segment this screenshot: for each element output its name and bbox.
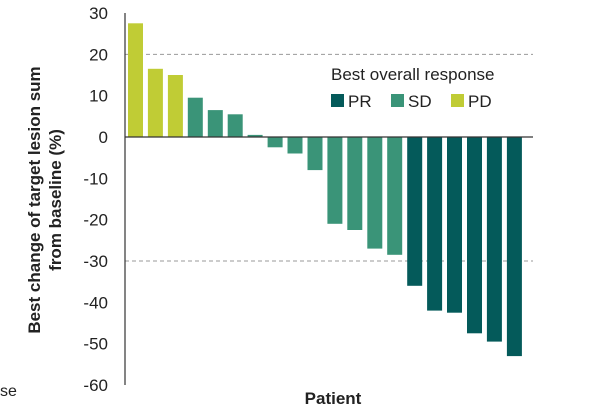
bar-patient-19 <box>486 137 502 342</box>
grid-lines <box>125 53 533 262</box>
y-tick-label: -50 <box>83 335 108 354</box>
bar-patient-18 <box>467 137 482 334</box>
legend-swatch-pd <box>451 94 464 107</box>
y-axis-title-line-1: Best change of target lesion sum <box>25 66 44 333</box>
y-tick-label: -10 <box>83 169 108 188</box>
legend-label-pd: PD <box>468 92 492 111</box>
legend-swatch-pr <box>331 94 344 107</box>
bar-patient-4 <box>187 97 203 137</box>
legend-title: Best overall response <box>331 65 494 84</box>
y-tick-label: -60 <box>83 376 108 395</box>
bar-patient-20 <box>506 137 522 357</box>
y-tick-label: 0 <box>99 128 108 147</box>
bar-patient-13 <box>367 137 383 249</box>
bar-patient-2 <box>147 68 163 137</box>
bar-patient-5 <box>207 110 223 137</box>
bar-patient-16 <box>427 137 443 311</box>
y-tick-label: -40 <box>83 293 108 312</box>
x-axis-title: Patient <box>305 389 362 408</box>
bar-patient-6 <box>227 114 243 137</box>
bar-patient-15 <box>407 137 423 286</box>
y-tick-label: 10 <box>89 87 108 106</box>
legend: Best overall response PR SD PD <box>331 65 494 111</box>
bars-group <box>128 23 522 357</box>
legend-label-pr: PR <box>348 92 372 111</box>
bar-patient-9 <box>287 137 303 154</box>
y-tick-labels: 30 20 10 0 -10 -20 -30 -40 -50 -60 <box>83 4 108 395</box>
bar-patient-14 <box>387 137 403 255</box>
bar-patient-1 <box>128 23 143 137</box>
bar-patient-3 <box>167 75 183 137</box>
y-tick-label: 30 <box>89 4 108 23</box>
bar-patient-12 <box>347 137 363 230</box>
bar-patient-11 <box>327 137 343 224</box>
y-tick-label: -20 <box>83 211 108 230</box>
bar-patient-8 <box>267 137 283 148</box>
cropped-text-fragment: se <box>0 383 17 400</box>
legend-swatch-sd <box>391 94 404 107</box>
legend-entries: PR SD PD <box>331 92 492 111</box>
bar-patient-10 <box>307 137 323 171</box>
y-axis-title-line-2: from baseline (%) <box>46 129 65 271</box>
legend-label-sd: SD <box>408 92 432 111</box>
bar-patient-7 <box>247 134 263 137</box>
y-tick-label: -30 <box>83 252 108 271</box>
bar-patient-17 <box>447 137 462 313</box>
y-tick-label: 20 <box>89 45 108 64</box>
